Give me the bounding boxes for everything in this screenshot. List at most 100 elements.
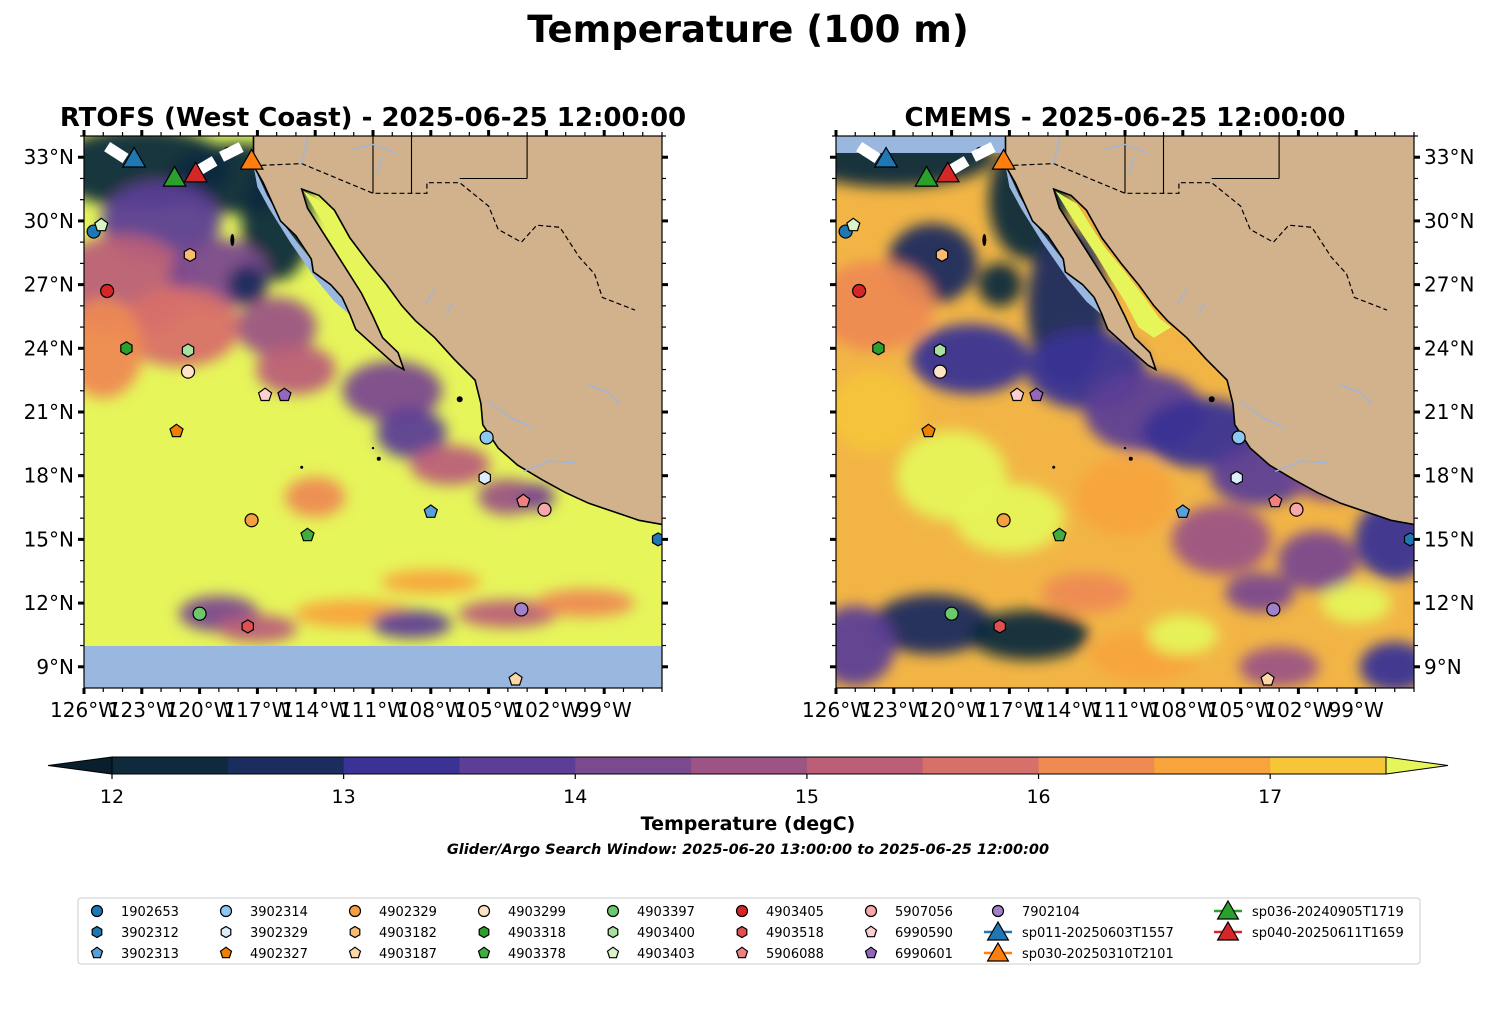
legend-label: 4903378 [508,947,566,962]
colorbar-segment [112,757,229,774]
x-tick-label: 126°W [802,698,870,722]
legend-marker-4903405 [735,904,749,918]
no-data-strip [836,136,1006,153]
float-marker-3902329 [1230,470,1244,485]
y-tick-label: 24°N [24,336,74,360]
coastline [1004,136,1414,526]
glider-marker-sp040-20250611T1659 [935,161,961,183]
y-tick-label: 18°N [24,464,74,488]
temperature-blob [534,589,635,618]
float-marker-4902329 [244,513,259,528]
legend-label: 4903405 [766,905,824,920]
river [588,383,621,404]
float-marker-5906088 [1268,493,1283,508]
legend-item-4903182: 4903182 [349,925,437,941]
temperature-blob [410,445,491,486]
map-panel-rtofs: RTOFS (West Coast) - 2025-06-25 12:00:00… [24,103,687,722]
x-tick-label: 117°W [975,698,1043,722]
float-marker-4902329 [996,513,1011,528]
legend-item-4902329: 4902329 [348,904,437,920]
legend-marker-3902312 [91,925,103,939]
temperature-blob [457,599,558,628]
colorbar-tick-label: 14 [563,786,587,808]
float-marker-3902312 [651,532,662,547]
legend-item-4903518: 4903518 [736,925,824,941]
island [300,465,304,469]
temperature-blob [1224,572,1295,613]
colorbar-segment [227,757,345,774]
legend-label: 3902313 [121,947,179,962]
legend-label: 4903403 [637,947,695,962]
temperature-blob [84,298,144,399]
legend: 1902653 3902312 3902313 3902314 3902329 49023… [77,897,1421,965]
legend-marker-6990601 [864,946,878,959]
river [1128,156,1136,175]
glider-marker-sp030-20250310T2101 [239,148,264,170]
legend-marker-sp011-20250603T1557 [986,920,1010,941]
temperature-blob [227,264,268,305]
legend-item-sp040-20250611T1659: sp040-20250611T1659 [1214,920,1404,941]
legend-marker-4903397 [606,904,620,918]
landmass [224,136,662,526]
legend-item-4902327: 4902327 [219,946,308,962]
legend-label: 5906088 [766,947,824,962]
float-marker-4903518 [241,619,254,634]
glider-marker-sp011-20250603T1557 [873,146,899,168]
colorbar-frame [111,756,1387,775]
x-tick-label: 114°W [281,698,349,722]
legend-marker-4902329 [348,904,362,918]
x-tick-label: 105°W [1207,698,1275,722]
float-marker-4903182 [935,247,949,263]
float-marker-4903378 [300,527,315,542]
temperature-blob [872,594,993,655]
y-tick-label: 9°N [36,655,74,679]
legend-marker-4903378 [477,946,491,959]
legend-marker-7902104 [991,904,1005,918]
float-marker-6990590 [257,387,273,402]
temperature-blob [1041,572,1132,613]
island [982,234,987,247]
legend-label: 3902312 [121,926,179,941]
float-marker-4903405 [852,283,867,299]
figure-title: Temperature (100 m) [527,8,969,51]
colorbar-tick-label: 16 [1026,786,1050,808]
x-tick-label: 102°W [512,698,580,722]
legend-label: 3902329 [250,926,308,941]
temperature-blob [380,569,481,594]
float-marker-4902327 [169,423,184,438]
river [353,143,397,154]
x-tick-label: 99°W [577,698,632,722]
river [376,156,384,175]
colorbar-segment [806,757,924,774]
float-marker-4903378 [1052,527,1067,542]
y-tick-label: 27°N [24,273,74,297]
float-marker-6990601 [277,387,292,402]
island [376,456,381,461]
legend-item-4903400: 4903400 [607,925,695,941]
float-marker-7902104 [514,602,529,617]
temperature-blob [977,262,1022,307]
legend-label: 6990601 [895,947,953,962]
legend-marker-4903182 [349,925,361,939]
float-marker-3902313 [1175,504,1191,518]
legend-label: 4903187 [379,947,437,962]
y-tick-label: 30°N [1424,209,1474,233]
legend-label: 3902314 [250,905,308,920]
legend-item-1902653: 1902653 [90,904,179,920]
float-marker-5907056 [537,502,552,517]
island [1208,396,1215,403]
x-tick-label: 108°W [1149,698,1217,722]
legend-label: 4903299 [508,905,566,920]
float-marker-6990601 [1029,387,1044,402]
float-markers [86,146,662,686]
river [301,136,309,164]
island [1052,465,1056,469]
legend-marker-4903187 [348,946,362,959]
legend-item-sp011-20250603T1557: sp011-20250603T1557 [984,920,1174,941]
legend-marker-6990590 [864,925,878,938]
legend-label: 6990590 [895,926,953,941]
y-tick-label: 27°N [1424,273,1474,297]
float-marker-4903299 [180,364,196,379]
x-tick-label: 126°W [50,698,118,722]
river [1340,383,1373,404]
